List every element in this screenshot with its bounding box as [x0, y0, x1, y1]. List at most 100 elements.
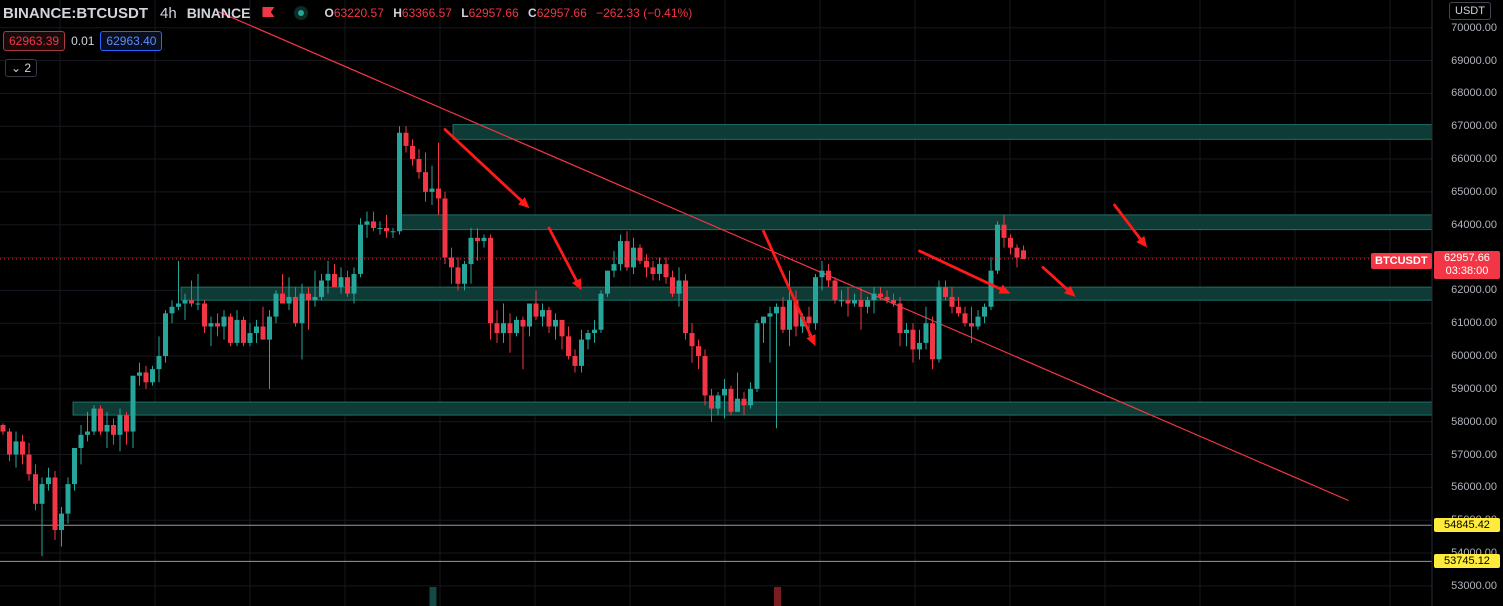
interval-label[interactable]: 4h	[160, 4, 177, 22]
candle-body	[85, 431, 90, 435]
candle	[520, 316, 526, 370]
candle-body	[169, 306, 175, 314]
price-axis-tick: 53000.00	[1451, 579, 1497, 592]
candle	[481, 234, 487, 248]
candle	[917, 329, 922, 360]
price-axis-tick: 58000.00	[1451, 415, 1497, 428]
candle-body	[761, 316, 766, 324]
candle	[501, 303, 506, 343]
candle	[403, 126, 409, 153]
candle	[33, 464, 38, 511]
candle-body	[351, 273, 357, 294]
candle	[852, 293, 857, 307]
candle	[930, 316, 935, 370]
candle	[618, 234, 623, 271]
candle	[78, 424, 84, 465]
candle-body	[267, 316, 272, 340]
candle-body	[202, 303, 207, 327]
currency-label[interactable]: USDT	[1449, 2, 1491, 20]
volume-bar	[429, 587, 437, 606]
candle-body	[774, 306, 779, 314]
candle-body	[98, 408, 103, 432]
candle-body	[1014, 247, 1020, 258]
candle	[475, 227, 480, 261]
candle-body	[501, 323, 506, 334]
candle	[585, 329, 591, 350]
candle	[377, 221, 383, 235]
price-axis-tick: 68000.00	[1451, 87, 1497, 100]
candle	[709, 388, 714, 422]
candle-body	[663, 264, 669, 278]
candle-body	[254, 326, 259, 334]
price-axis-tick: 57000.00	[1451, 448, 1497, 461]
candle-body	[228, 316, 233, 343]
candle-body	[176, 303, 181, 307]
candle-body	[683, 280, 688, 334]
indicators-toggle-button[interactable]: ⌄ 2	[5, 59, 38, 77]
exchange-label: BINANCE	[186, 5, 251, 21]
candle-body	[156, 356, 162, 370]
candle-body	[299, 293, 305, 324]
candle-body	[936, 287, 942, 360]
candle-body	[839, 300, 844, 302]
candle	[728, 385, 734, 416]
candle	[832, 277, 838, 304]
candle	[312, 270, 318, 307]
candle	[962, 306, 968, 327]
price-axis-tick: 56000.00	[1451, 481, 1497, 494]
candle-body	[364, 221, 370, 225]
candle-body	[787, 300, 792, 330]
candle-body	[800, 316, 805, 327]
low-value: 62957.66	[468, 6, 519, 20]
candle-body	[702, 356, 708, 396]
candle	[722, 379, 727, 419]
candle-body	[189, 300, 194, 304]
candle-body	[384, 227, 389, 232]
candle-body	[754, 323, 760, 389]
candle	[748, 382, 753, 409]
candle	[260, 306, 266, 340]
arrow-shaft	[918, 249, 1002, 291]
level-price-tag: 54845.42	[1434, 518, 1500, 533]
low-key: L	[461, 6, 469, 20]
flag-icon[interactable]	[262, 7, 276, 19]
candle	[325, 260, 331, 294]
candle-body	[852, 300, 857, 304]
candle-body	[748, 388, 753, 406]
candle-body	[286, 296, 292, 304]
level-price-tag: 53745.12	[1434, 554, 1500, 569]
candle	[1008, 234, 1013, 255]
symbol-price-tag: BTCUSDT	[1371, 253, 1432, 269]
candle	[65, 477, 71, 524]
candle-body	[813, 277, 818, 324]
candle	[936, 280, 942, 363]
candle-body	[241, 319, 246, 343]
candle-body	[7, 431, 12, 455]
zone-rect	[452, 124, 1433, 140]
candle	[676, 267, 682, 307]
sell-button[interactable]: 62963.39	[3, 31, 66, 51]
symbol-title[interactable]: BINANCE:BTCUSDT	[3, 4, 148, 22]
candle-body	[644, 260, 649, 268]
candle	[338, 267, 344, 294]
candle-body	[247, 333, 253, 343]
candle	[572, 349, 578, 373]
candle-body	[897, 303, 903, 334]
candle	[871, 287, 877, 314]
market-status-icon[interactable]	[294, 6, 309, 20]
candle	[624, 231, 630, 271]
chart-grid	[0, 0, 1432, 606]
candle	[611, 250, 617, 278]
candle	[371, 211, 376, 232]
arrow-head	[806, 334, 816, 347]
chart-header: BINANCE:BTCUSDT 4h BINANCE O63220.57 H63…	[0, 3, 698, 23]
quantity-field[interactable]: 0.01	[71, 34, 95, 48]
candle	[442, 191, 448, 265]
price-axis-tick: 64000.00	[1451, 218, 1497, 231]
buy-button[interactable]: 62963.40	[100, 31, 163, 51]
candle-body	[891, 300, 896, 304]
candle	[52, 470, 58, 540]
candle-body	[1021, 250, 1026, 259]
candle-body	[39, 484, 45, 504]
